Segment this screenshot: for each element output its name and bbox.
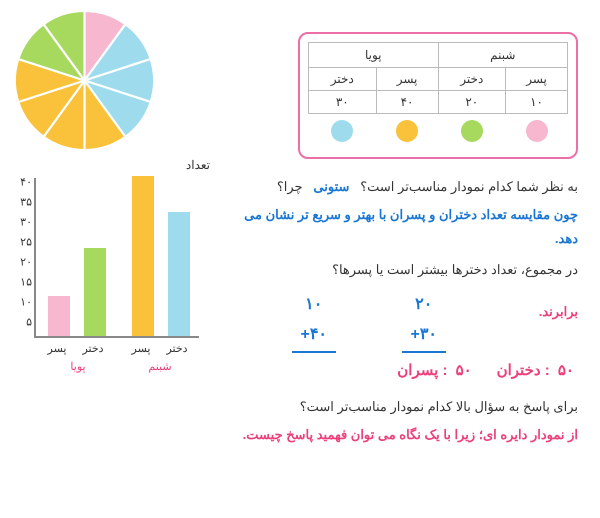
color-dot (331, 120, 353, 142)
color-dot (396, 120, 418, 142)
question-text: برای پاسخ به سؤال بالا کدام نمودار مناسب… (228, 395, 578, 420)
result-row: ۵۰ : دختران ۵۰ : پسران (228, 357, 578, 386)
data-table: شبنم پویا پسر دختر پسر دختر ۱۰ ۲۰ ۴۰ ۳۰ (298, 32, 578, 159)
table-subheader: دختر (438, 68, 506, 91)
color-dot (461, 120, 483, 142)
calc-value: ۲۰ (399, 290, 449, 320)
table-group: پویا (309, 43, 439, 68)
table-subheader: دختر (309, 68, 377, 91)
table-cell: ۴۰ (376, 91, 438, 114)
table-subheader: پسر (506, 68, 568, 91)
result-label: : دختران (497, 362, 550, 379)
table-cell: ۱۰ (506, 91, 568, 114)
question-text: به نظر شما کدام نمودار مناسب‌تر است؟ (360, 179, 578, 194)
answer-text: برابرند. (539, 286, 578, 325)
result-label: : پسران (397, 362, 447, 379)
answer-text: از نمودار دایره ای؛ زیرا با یک نگاه می ت… (228, 423, 578, 448)
result-number: ۵۰ (558, 362, 574, 379)
bar-ylabel: تعداد (186, 158, 210, 172)
result-number: ۵۰ (456, 362, 472, 379)
calc-value: +۳۰ (402, 320, 446, 352)
question-text: در مجموع، تعداد دخترها بیشتر است یا پسره… (228, 258, 578, 283)
bar-chart: تعداد ۵۱۰۱۵۲۰۲۵۳۰۳۵۴۰ پسردخترپسردخترپویا… (6, 160, 206, 385)
color-dot (526, 120, 548, 142)
table-cell: ۲۰ (438, 91, 506, 114)
table-group: شبنم (438, 43, 567, 68)
calc-value: ۱۰ (289, 290, 339, 320)
table-subheader: پسر (376, 68, 438, 91)
answer-text: چون مقایسه تعداد دختران و پسران با بهتر … (228, 203, 578, 252)
calc-value: +۴۰ (292, 320, 336, 352)
table-cell: ۳۰ (309, 91, 377, 114)
pie-chart (12, 8, 157, 153)
text-content: به نظر شما کدام نمودار مناسب‌تر است؟ ستو… (228, 175, 578, 450)
answer-text: ستونی (313, 179, 349, 194)
calc-column: ۱۰ +۴۰ (289, 290, 339, 353)
question-text: چرا؟ (277, 179, 303, 194)
calc-column: ۲۰ +۳۰ (399, 290, 449, 353)
